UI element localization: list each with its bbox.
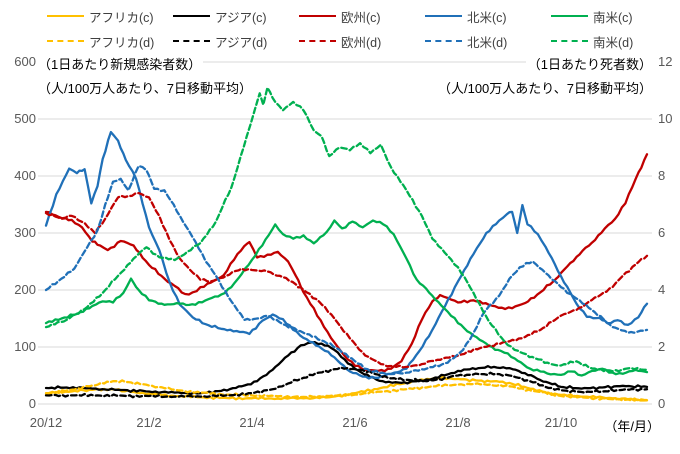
right-axis-title-line1: （1日あたり死者数） xyxy=(525,56,654,73)
right-tick-label: 2 xyxy=(658,339,666,354)
legend-item-namerica-c: 北米(c) xyxy=(425,6,551,26)
left-tick-label: 400 xyxy=(14,168,36,183)
legend-item-samerica-d: 南米(d) xyxy=(551,31,677,51)
legend-label: 南米(d) xyxy=(593,35,634,50)
x-tick-label: 21/10 xyxy=(544,415,578,430)
series-line-samerica-d xyxy=(44,86,649,373)
legend-label: アフリカ(c) xyxy=(89,10,154,25)
x-tick-label: 21/4 xyxy=(239,415,265,430)
legend-item-africa-c: アフリカ(c) xyxy=(47,6,173,26)
right-tick-label: 6 xyxy=(658,225,666,240)
x-tick-label: 21/2 xyxy=(136,415,162,430)
x-axis-unit-label: （年/月） xyxy=(604,419,660,434)
series-line-africa-d xyxy=(44,379,649,402)
x-tick-label: 20/12 xyxy=(29,415,63,430)
legend-label: 欧州(c) xyxy=(341,10,381,25)
legend: アフリカ(c) アジア(c) 欧州(c) 北米(c) 南米(c) アフリカ(d) アジア(d… xyxy=(47,6,677,51)
legend-item-namerica-d: 北米(d) xyxy=(425,31,551,51)
legend-label: アジア(c) xyxy=(215,10,267,25)
legend-item-africa-d: アフリカ(d) xyxy=(47,31,173,51)
series-line-namerica-c xyxy=(44,130,649,380)
left-tick-label: 600 xyxy=(14,54,36,69)
left-tick-label: 500 xyxy=(14,111,36,126)
series-line-europe-c xyxy=(44,153,649,373)
legend-item-europe-d: 欧州(d) xyxy=(299,31,425,51)
legend-swatch-solid xyxy=(425,15,462,17)
legend-swatch-dashed xyxy=(47,40,84,42)
legend-label: 欧州(d) xyxy=(341,35,382,50)
legend-item-asia-d: アジア(d) xyxy=(173,31,299,51)
right-tick-label: 4 xyxy=(658,282,666,297)
left-tick-label: 0 xyxy=(28,396,36,411)
legend-label: 南米(c) xyxy=(593,10,633,25)
right-tick-label: 0 xyxy=(658,396,666,411)
legend-swatch-dashed xyxy=(425,40,462,42)
series-line-asia-d xyxy=(44,366,649,399)
legend-label: アフリカ(d) xyxy=(89,35,155,50)
legend-label: 北米(c) xyxy=(467,10,507,25)
legend-item-samerica-c: 南米(c) xyxy=(551,6,677,26)
legend-item-europe-c: 欧州(c) xyxy=(299,6,425,26)
right-axis-title-line2: （人/100万人あたり、7日移動平均） xyxy=(435,80,654,97)
left-tick-label: 100 xyxy=(14,339,36,354)
legend-label: 北米(d) xyxy=(467,35,508,50)
legend-swatch-dashed xyxy=(299,40,336,42)
left-tick-label: 200 xyxy=(14,282,36,297)
series-line-namerica-d xyxy=(44,164,649,376)
series-line-europe-d xyxy=(44,191,649,369)
legend-swatch-solid xyxy=(47,15,84,17)
legend-label: アジア(d) xyxy=(215,35,268,50)
series-line-asia-c xyxy=(44,340,649,396)
legend-swatch-solid xyxy=(299,15,336,17)
left-axis-title-line2: （人/100万人あたり、7日移動平均） xyxy=(36,80,255,97)
legend-swatch-dashed xyxy=(173,40,210,42)
left-axis-title-line1: （1日あたり新規感染者数） xyxy=(36,56,204,73)
legend-item-asia-c: アジア(c) xyxy=(173,6,299,26)
right-tick-label: 10 xyxy=(658,111,673,126)
legend-swatch-solid xyxy=(173,15,210,17)
x-tick-label: 21/8 xyxy=(445,415,471,430)
left-tick-label: 300 xyxy=(14,225,36,240)
series-line-samerica-c xyxy=(44,219,649,377)
legend-swatch-dashed xyxy=(551,40,588,42)
right-tick-label: 8 xyxy=(658,168,666,183)
right-tick-label: 12 xyxy=(658,54,673,69)
x-tick-label: 21/6 xyxy=(342,415,368,430)
legend-swatch-solid xyxy=(551,15,588,17)
